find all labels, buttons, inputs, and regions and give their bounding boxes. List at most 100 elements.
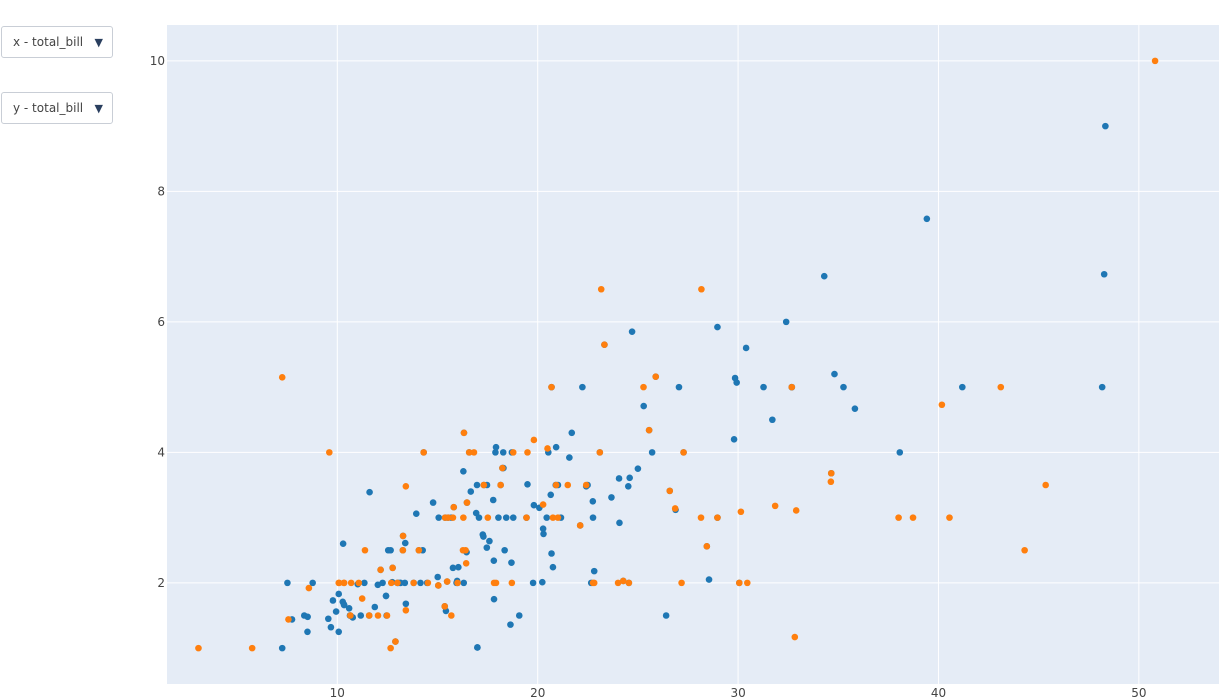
scatter-point <box>733 379 740 386</box>
scatter-point <box>614 579 622 587</box>
scatter-point <box>467 488 475 495</box>
y-tick-label: 6 <box>157 315 165 329</box>
scatter-point <box>335 590 343 598</box>
y-axis-dropdown-label: y - total_bill <box>13 101 84 115</box>
scatter-point <box>347 579 355 587</box>
scatter-point <box>345 605 353 612</box>
scatter-point <box>335 628 343 636</box>
scatter-point <box>705 576 713 583</box>
scatter-point <box>339 540 347 548</box>
scatter-point <box>460 429 468 437</box>
axis-ticks: 10 20 30 40 50 2 4 6 8 10 <box>150 54 1147 700</box>
scatter-point <box>387 644 394 652</box>
scatter-point <box>769 416 776 424</box>
scatter-point <box>539 501 547 508</box>
scatter-point <box>383 612 391 619</box>
scatter-point <box>938 401 946 409</box>
scatter-point <box>530 436 538 444</box>
scatter-point <box>626 474 633 482</box>
scatter-point <box>499 464 506 472</box>
scatter-point <box>827 478 835 486</box>
scatter-point <box>429 499 437 506</box>
scatter-point <box>697 514 705 521</box>
scatter-point <box>744 579 751 587</box>
scatter-point <box>959 383 966 391</box>
scatter-point <box>195 644 202 652</box>
scatter-point <box>543 514 551 521</box>
scatter-point <box>895 514 902 521</box>
scatter-point <box>554 514 562 521</box>
scatter-point <box>424 579 432 587</box>
scatter-point <box>568 429 576 437</box>
scatter-point <box>909 514 917 521</box>
scatter-point <box>454 579 461 587</box>
scatter-point <box>480 481 488 489</box>
scatter-point <box>771 502 779 510</box>
scatter-point <box>284 579 291 587</box>
scatter-point <box>946 514 953 521</box>
scatter-point <box>285 616 292 623</box>
scatter-point <box>671 505 679 512</box>
x-tick-label: 50 <box>1131 686 1146 700</box>
scatter-point <box>460 514 467 521</box>
scatter-point <box>619 577 627 585</box>
scatter-point <box>473 481 481 489</box>
scatter-point <box>412 510 420 518</box>
scatter-point <box>1100 270 1108 278</box>
scatter-point <box>435 582 442 589</box>
scatter-point <box>377 566 384 574</box>
scatter-point <box>590 567 598 575</box>
scatter-point <box>402 483 410 490</box>
scatter-point <box>248 644 256 652</box>
scatter-point <box>552 481 560 489</box>
scatter-point <box>540 530 547 538</box>
scatter-point <box>325 615 332 623</box>
scatter-point <box>495 514 502 521</box>
dropdown-arrow-icon: ▼ <box>94 101 103 115</box>
scatter-point <box>730 436 738 443</box>
scatter-point <box>523 514 530 521</box>
scatter-series-2 <box>195 57 1159 652</box>
scatter-point <box>410 579 417 587</box>
scatter-point <box>470 449 478 456</box>
x-axis-dropdown[interactable]: x - total_bill ▼ <box>1 26 113 58</box>
scatter-point <box>662 612 670 619</box>
scatter-point <box>616 519 623 527</box>
scatter-point <box>547 491 555 499</box>
scatter-point <box>678 579 685 587</box>
scatter-point <box>387 579 395 587</box>
scatter-point <box>394 579 401 587</box>
scatter-point <box>544 445 551 452</box>
scatter-point <box>492 443 500 451</box>
scatter-point <box>278 374 286 381</box>
scatter-point <box>524 449 531 456</box>
scatter-point <box>576 522 584 529</box>
scatter-point <box>499 449 507 456</box>
scatter-point <box>305 584 313 592</box>
scatter-point <box>449 514 457 521</box>
scatter-point <box>374 612 382 619</box>
scatter-point <box>698 285 705 293</box>
scatter-point <box>652 373 660 380</box>
plot-area[interactable] <box>167 25 1219 684</box>
scatter-point <box>590 579 598 587</box>
scatter-point <box>420 449 427 456</box>
y-tick-label: 8 <box>157 184 165 198</box>
scatter-point <box>997 383 1005 391</box>
scatter-point <box>489 496 497 504</box>
scatter-point <box>820 272 828 280</box>
scatter-point <box>524 481 531 488</box>
scatter-point <box>399 532 407 540</box>
scatter-point <box>402 606 410 614</box>
scatter-point <box>365 612 373 619</box>
scatter-point <box>742 344 750 352</box>
scatter-point <box>450 503 458 511</box>
y-tick-label: 2 <box>157 576 165 590</box>
scatter-point <box>589 498 597 505</box>
scatter-point <box>490 557 498 564</box>
scatter-point <box>484 514 492 521</box>
y-axis-dropdown[interactable]: y - total_bill ▼ <box>1 92 113 124</box>
y-tick-label: 10 <box>150 54 165 68</box>
scatter-point <box>624 483 632 490</box>
